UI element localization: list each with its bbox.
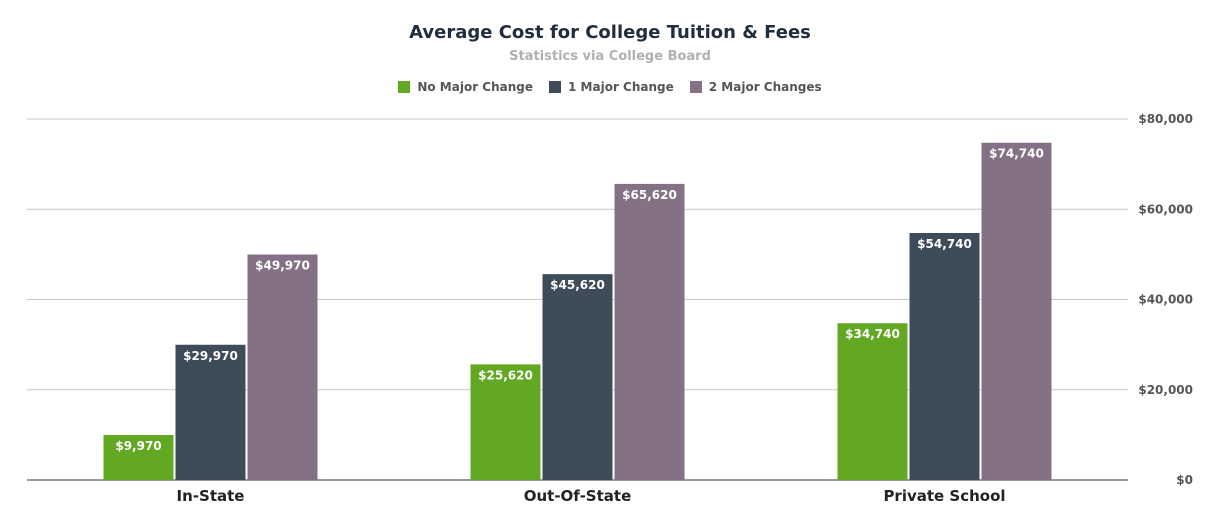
legend-swatch: [398, 81, 411, 93]
data-label: $45,620: [550, 278, 605, 292]
data-label: $74,740: [989, 147, 1044, 161]
y-tick-label: $0: [1176, 473, 1193, 487]
x-category-label: Out-Of-State: [524, 487, 632, 505]
chart-subtitle: Statistics via College Board: [509, 49, 711, 64]
legend-swatch: [689, 81, 702, 93]
x-category-label: Private School: [883, 487, 1005, 505]
bar-2-major-changes-private-school: [981, 142, 1052, 480]
data-label: $29,970: [183, 349, 238, 363]
legend-label: 1 Major Change: [568, 80, 674, 94]
legend-label: 2 Major Changes: [708, 80, 822, 94]
data-label: $54,740: [917, 237, 972, 251]
bar-no-major-change-private-school: [837, 323, 908, 480]
x-category-label: In-State: [177, 487, 245, 505]
bar-1-major-change-in-state: [175, 344, 246, 480]
data-label: $65,620: [622, 188, 677, 202]
legend-item-1-major-change[interactable]: 1 Major Change: [549, 80, 674, 94]
legend: No Major Change 1 Major Change 2 Major C…: [0, 80, 1220, 94]
data-label: $9,970: [115, 439, 161, 453]
bar-no-major-change-out-of-state: [470, 364, 541, 480]
bar-1-major-change-private-school: [909, 232, 980, 480]
data-label: $34,740: [845, 327, 900, 341]
bar-2-major-changes-out-of-state: [614, 183, 685, 480]
legend-label: No Major Change: [417, 80, 534, 94]
y-tick-label: $20,000: [1138, 383, 1193, 397]
legend-item-2-major-changes[interactable]: 2 Major Changes: [689, 80, 822, 94]
y-tick-label: $40,000: [1138, 293, 1193, 307]
data-label: $49,970: [255, 259, 310, 273]
legend-swatch: [549, 81, 562, 93]
bar-2-major-changes-in-state: [247, 254, 318, 480]
bar-1-major-change-out-of-state: [542, 274, 613, 480]
y-tick-label: $80,000: [1138, 112, 1193, 126]
legend-item-no-major-change[interactable]: No Major Change: [398, 80, 533, 94]
chart-title: Average Cost for College Tuition & Fees: [409, 22, 811, 43]
data-label: $25,620: [478, 368, 533, 382]
bar-no-major-change-in-state: [103, 435, 174, 480]
y-tick-label: $60,000: [1138, 202, 1193, 216]
